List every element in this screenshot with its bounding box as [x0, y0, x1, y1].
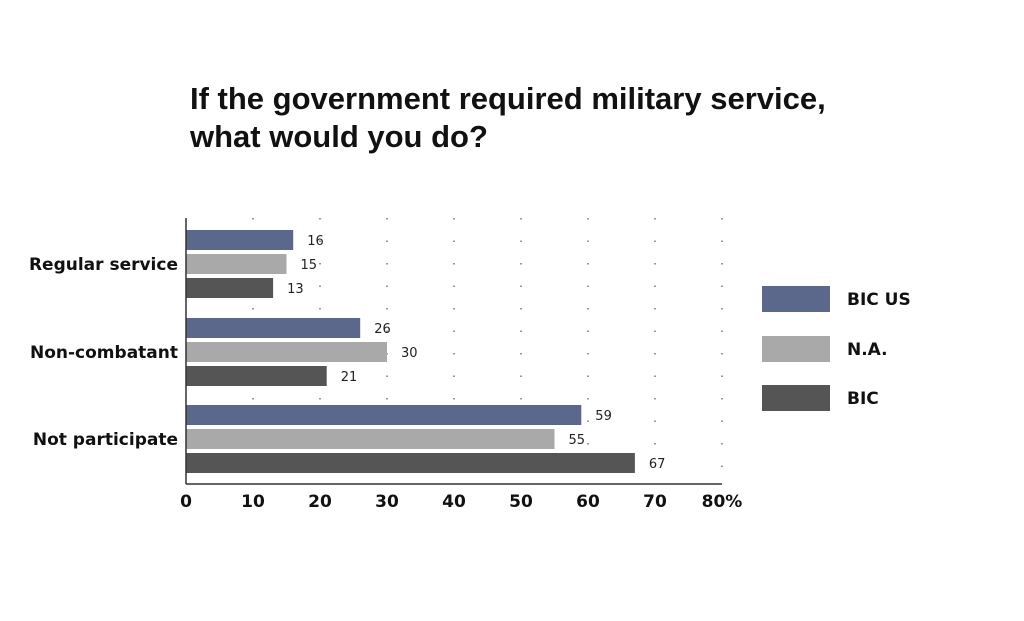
category-label: Non-combatant — [30, 343, 178, 363]
legend-label: BIC US — [847, 290, 911, 310]
legend-swatch — [762, 336, 830, 362]
x-tick-label: 40 — [442, 492, 466, 512]
x-tick-label: 60 — [576, 492, 600, 512]
chart-title: If the government required military serv… — [190, 80, 826, 156]
category-label: Regular service — [29, 255, 178, 275]
legend-swatch — [762, 286, 830, 312]
data-label: 26 — [374, 322, 391, 337]
x-tick-label: 0 — [180, 492, 192, 512]
data-label: 13 — [287, 282, 304, 297]
x-tick-label: 50 — [509, 492, 533, 512]
bar-bic-us-0 — [186, 230, 294, 250]
bar-n-a--1 — [186, 342, 387, 362]
category-label: Not participate — [33, 430, 178, 450]
bar-bic-1 — [186, 366, 327, 386]
x-tick-label: 30 — [375, 492, 399, 512]
bar-bic-us-2 — [186, 405, 582, 425]
data-label: 16 — [307, 234, 324, 249]
bar-bic-2 — [186, 453, 635, 473]
legend-swatch — [762, 385, 830, 411]
data-label: 67 — [649, 457, 666, 472]
chart-title-line-2: what would you do? — [190, 119, 488, 154]
legend-label: N.A. — [847, 340, 888, 360]
x-tick-label: 70 — [643, 492, 667, 512]
x-tick-label: 10 — [241, 492, 265, 512]
data-label: 55 — [569, 433, 586, 448]
bar-n-a--2 — [186, 429, 555, 449]
legend-label: BIC — [847, 389, 879, 409]
x-tick-label: 20 — [308, 492, 332, 512]
data-label: 21 — [341, 370, 358, 385]
bar-bic-0 — [186, 278, 274, 298]
bar-bic-us-1 — [186, 318, 361, 338]
bar-n-a--0 — [186, 254, 287, 274]
chart-title-line-1: If the government required military serv… — [190, 81, 826, 116]
data-label: 15 — [301, 258, 318, 273]
x-tick-label: 80% — [702, 492, 743, 512]
data-label: 30 — [401, 346, 418, 361]
data-label: 59 — [595, 409, 612, 424]
